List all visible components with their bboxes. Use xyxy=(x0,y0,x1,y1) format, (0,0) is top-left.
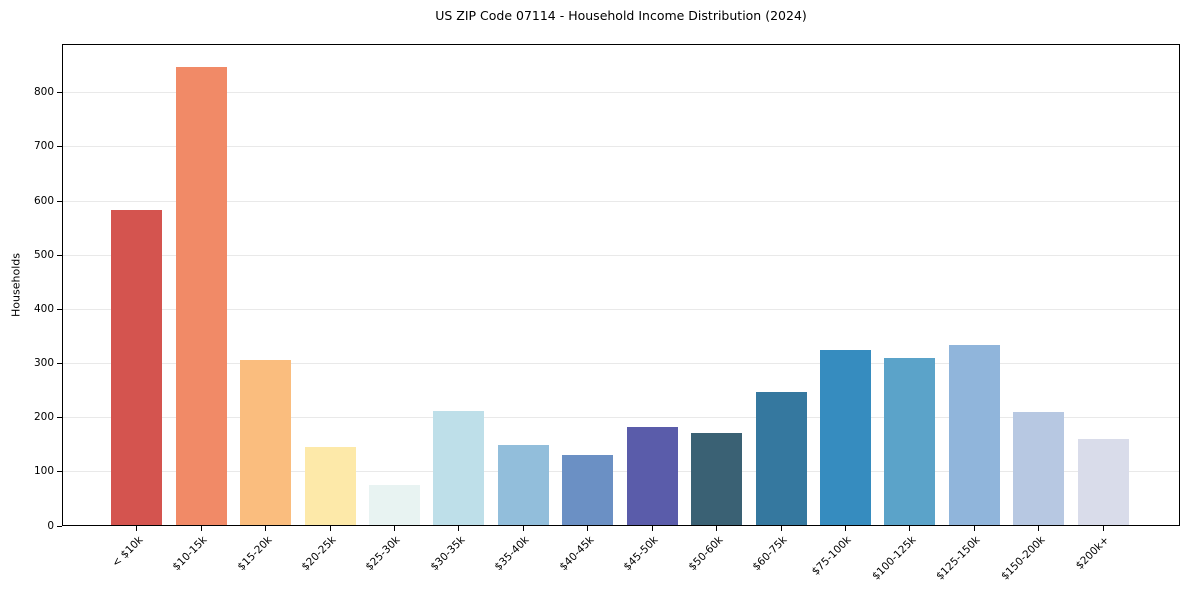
x-tick-label: < $10k xyxy=(109,534,146,570)
gridline xyxy=(63,471,1179,473)
gridline xyxy=(63,146,1179,148)
gridline xyxy=(63,417,1179,419)
x-tick-label: $15-20k xyxy=(235,534,275,574)
x-tick-mark xyxy=(844,526,846,531)
y-tick-label: 300 xyxy=(33,357,54,370)
gridline xyxy=(63,200,1179,202)
x-tick-label: $30-35k xyxy=(428,534,468,574)
x-tick-label: $50-60k xyxy=(685,534,726,574)
x-tick-label: $20-25k xyxy=(299,534,339,574)
x-tick-mark xyxy=(200,526,202,531)
bar xyxy=(1013,411,1065,526)
bar xyxy=(1077,439,1129,526)
x-tick-mark xyxy=(136,526,138,531)
y-tick-label: 500 xyxy=(33,248,54,261)
x-tick-label: $125-150k xyxy=(934,534,983,583)
x-tick-label: $45-50k xyxy=(621,534,661,574)
y-tick-label: 700 xyxy=(33,140,54,153)
gridline xyxy=(63,92,1179,94)
y-tick-mark xyxy=(57,471,62,473)
x-tick-mark xyxy=(393,526,395,531)
x-tick-label: $35-40k xyxy=(492,534,532,574)
x-tick-mark xyxy=(587,526,589,531)
y-tick-label: 600 xyxy=(33,194,54,207)
y-tick-label: 0 xyxy=(47,519,54,532)
x-tick-mark xyxy=(780,526,782,531)
y-tick-mark xyxy=(57,417,62,419)
x-tick-mark xyxy=(458,526,460,531)
x-tick-label: $10-15k xyxy=(170,534,210,574)
bar xyxy=(626,426,678,526)
y-tick-mark xyxy=(57,525,62,527)
gridline xyxy=(63,308,1179,310)
gridline xyxy=(63,254,1179,256)
gridline xyxy=(63,363,1179,365)
x-tick-mark xyxy=(973,526,975,531)
y-tick-label: 400 xyxy=(33,302,54,315)
bar xyxy=(562,455,614,526)
x-tick-mark xyxy=(716,526,718,531)
y-tick-label: 800 xyxy=(33,86,54,99)
x-tick-label: $100-125k xyxy=(869,534,919,583)
y-tick-mark xyxy=(57,254,62,256)
bar xyxy=(368,485,420,526)
bar xyxy=(819,349,871,526)
bar xyxy=(884,358,936,526)
x-tick-label: $75-100k xyxy=(810,534,854,578)
bar xyxy=(755,392,807,526)
bar xyxy=(691,433,743,526)
bar xyxy=(175,67,227,526)
bar xyxy=(433,411,485,526)
y-tick-label: 100 xyxy=(33,465,54,478)
y-tick-mark xyxy=(57,308,62,310)
x-tick-mark xyxy=(1102,526,1104,531)
x-tick-mark xyxy=(909,526,911,531)
x-tick-mark xyxy=(651,526,653,531)
y-tick-mark xyxy=(57,146,62,148)
x-tick-mark xyxy=(329,526,331,531)
y-tick-mark xyxy=(57,92,62,94)
bar xyxy=(497,444,549,526)
x-tick-label: $25-30k xyxy=(363,534,403,574)
x-tick-mark xyxy=(1038,526,1040,531)
y-tick-mark xyxy=(57,200,62,202)
x-tick-label: $60-75k xyxy=(750,534,790,574)
chart-title: US ZIP Code 07114 - Household Income Dis… xyxy=(435,8,807,23)
x-tick-label: $40-45k xyxy=(557,534,597,574)
bar xyxy=(111,210,163,526)
bar xyxy=(304,447,356,526)
x-tick-label: $200k+ xyxy=(1073,534,1112,572)
x-tick-label: $150-200k xyxy=(998,534,1048,583)
x-tick-mark xyxy=(522,526,524,531)
x-tick-mark xyxy=(265,526,267,531)
y-tick-mark xyxy=(57,363,62,365)
bar xyxy=(948,344,1000,526)
y-tick-label: 200 xyxy=(33,411,54,424)
bar xyxy=(240,359,292,526)
